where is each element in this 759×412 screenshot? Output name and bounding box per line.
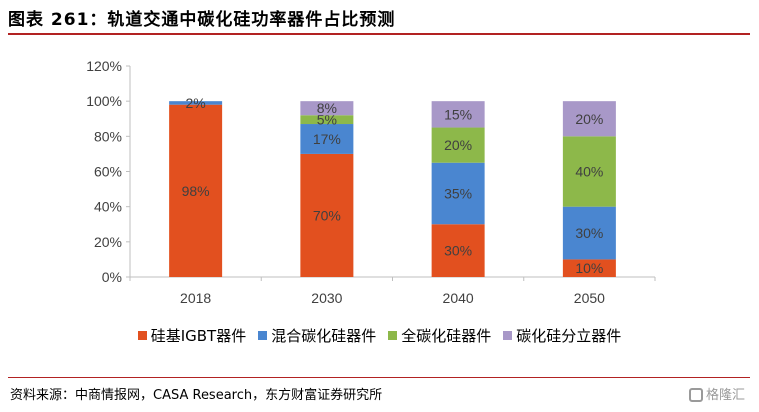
bar-segment (300, 115, 354, 125)
data-label: 10% (575, 260, 603, 276)
bar-segment (169, 104, 223, 277)
watermark-logo-icon (688, 388, 703, 402)
x-tick-label: 2040 (443, 290, 474, 306)
legend-label: 全碳化硅器件 (401, 327, 492, 345)
y-tick-label: 40% (94, 199, 122, 215)
bar-segment (300, 153, 354, 277)
bar-segment (431, 162, 485, 225)
x-tick-label: 2030 (311, 290, 342, 306)
legend-swatch (503, 331, 513, 340)
chart-title-bar: 图表 261：轨道交通中碳化硅功率器件占比预测 (8, 3, 750, 33)
y-tick-label: 20% (94, 234, 122, 250)
legend-swatch (258, 331, 268, 340)
data-label: 17% (313, 131, 341, 147)
data-label: 20% (444, 137, 472, 153)
footer-divider (8, 377, 750, 378)
data-label: 2% (186, 95, 206, 111)
bar-segment (431, 127, 485, 163)
data-label: 30% (575, 225, 603, 241)
title-divider (8, 33, 750, 35)
data-label: 15% (444, 106, 472, 122)
legend-item: 混合碳化硅器件 (258, 325, 376, 346)
watermark: 格隆汇 (688, 384, 745, 403)
bar-segment (562, 136, 616, 207)
legend-label: 混合碳化硅器件 (271, 327, 377, 345)
legend-item: 全碳化硅器件 (388, 325, 491, 346)
legend-label: 硅基IGBT器件 (150, 327, 247, 345)
bar-segment (562, 206, 616, 260)
x-tick-label: 2050 (574, 290, 605, 306)
y-tick-label: 60% (94, 164, 122, 180)
bar-segment (562, 101, 616, 137)
legend-item: 碳化硅分立器件 (503, 325, 621, 346)
bar-segment (300, 124, 354, 154)
bar-segment (431, 101, 485, 128)
legend-swatch (388, 331, 398, 340)
y-tick-label: 100% (86, 93, 122, 109)
watermark-text: 格隆汇 (705, 388, 745, 403)
bar-segment (562, 259, 616, 277)
stacked-bar-chart: 0% 20% 40% 60% 80% 100% 120% 98% 2% 2018 70% 17% 5%8… (86, 58, 656, 306)
data-label: 20% (575, 111, 603, 127)
x-tick-label: 2018 (180, 290, 211, 306)
source-note: 资料来源：中商情报网，CASA Research，东方财富证券研究所 (10, 388, 383, 403)
data-label: 35% (444, 185, 472, 201)
legend-item: 硅基IGBT器件 (137, 325, 247, 346)
data-label: 40% (575, 164, 603, 180)
y-tick-label: 0% (102, 269, 122, 285)
data-label: 98% (182, 183, 210, 199)
chart-legend: 硅基IGBT器件 混合碳化硅器件 全碳化硅器件 碳化硅分立器件 (0, 325, 759, 346)
chart-title: 图表 261：轨道交通中碳化硅功率器件占比预测 (8, 10, 396, 30)
bar-segment (431, 224, 485, 277)
legend-label: 碳化硅分立器件 (516, 327, 622, 345)
y-tick-label: 80% (94, 128, 122, 144)
data-label: 70% (313, 207, 341, 223)
data-label: 8% (317, 100, 337, 116)
bar-segment (300, 101, 354, 116)
bar-segment (169, 101, 223, 105)
data-label: 5% (317, 112, 337, 128)
data-label: 30% (444, 243, 472, 259)
legend-swatch (137, 331, 147, 340)
y-tick-label: 120% (86, 58, 122, 74)
